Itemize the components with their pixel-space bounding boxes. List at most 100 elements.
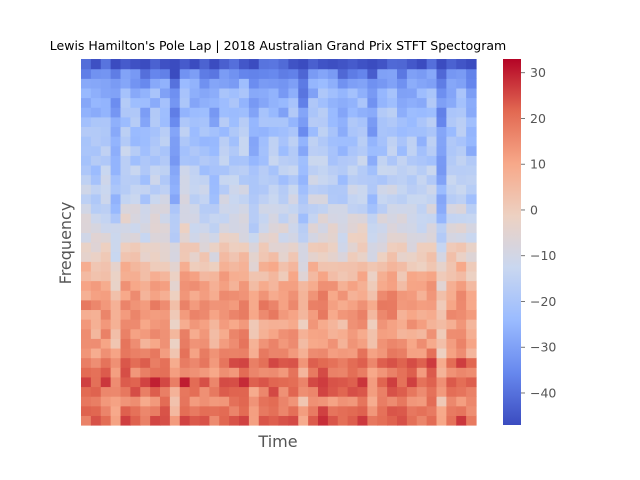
heatmap-cell: [288, 126, 299, 137]
heatmap-cell: [209, 396, 220, 407]
heatmap-cell: [268, 126, 280, 137]
heatmap-cell: [110, 319, 122, 330]
heatmap-cell: [426, 299, 438, 311]
heatmap-cell: [209, 415, 220, 426]
heatmap-cell: [219, 145, 230, 156]
heatmap-cell: [90, 59, 102, 70]
heatmap-cell: [209, 405, 220, 416]
heatmap-cell: [169, 405, 181, 416]
heatmap-cell: [278, 87, 289, 99]
heatmap-cell: [357, 126, 368, 137]
heatmap-cell: [120, 357, 131, 368]
heatmap-cell: [169, 222, 181, 233]
heatmap-cell: [140, 347, 151, 359]
heatmap-cell: [416, 270, 428, 282]
heatmap-cell: [288, 290, 299, 301]
heatmap-cell: [140, 126, 151, 137]
heatmap-cell: [229, 68, 240, 79]
heatmap-cell: [406, 232, 418, 243]
heatmap-cell: [298, 386, 309, 397]
heatmap-cell: [199, 174, 210, 185]
heatmap-cell: [100, 97, 112, 108]
heatmap-cell: [308, 328, 319, 339]
heatmap-cell: [406, 386, 418, 397]
heatmap-cell: [327, 126, 339, 137]
heatmap-cell: [466, 270, 477, 282]
heatmap-cell: [189, 213, 201, 224]
heatmap-cell: [357, 328, 368, 339]
heatmap-cell: [81, 357, 92, 368]
heatmap-cell: [308, 164, 319, 176]
heatmap-cell: [288, 68, 299, 79]
heatmap-cell: [318, 203, 329, 214]
heatmap-cell: [239, 405, 250, 416]
heatmap-cell: [248, 213, 260, 224]
heatmap-cell: [90, 405, 102, 416]
heatmap-cell: [150, 107, 161, 118]
heatmap-cell: [426, 386, 438, 397]
heatmap-cell: [258, 386, 270, 397]
heatmap-cell: [268, 107, 280, 118]
heatmap-cell: [367, 242, 378, 253]
heatmap-cell: [377, 280, 388, 291]
heatmap-cells: [81, 59, 477, 426]
heatmap-cell: [436, 193, 447, 205]
heatmap-cell: [466, 213, 477, 224]
heatmap-cell: [377, 261, 388, 272]
heatmap-cell: [466, 251, 477, 262]
heatmap-cell: [446, 145, 457, 156]
heatmap-cell: [199, 415, 210, 426]
heatmap-cell: [248, 232, 260, 243]
heatmap-cell: [268, 203, 280, 214]
heatmap-cell: [387, 415, 398, 426]
heatmap-cell: [209, 261, 220, 272]
heatmap-cell: [456, 376, 467, 388]
heatmap-cell: [318, 87, 329, 99]
heatmap-cell: [120, 290, 131, 301]
heatmap-cell: [337, 78, 349, 89]
heatmap-cell: [239, 203, 250, 214]
heatmap-cell: [288, 251, 299, 262]
heatmap-cell: [406, 251, 418, 262]
heatmap-cell: [239, 290, 250, 301]
heatmap-cell: [130, 338, 141, 349]
heatmap-cell: [456, 107, 467, 118]
heatmap-cell: [337, 376, 349, 388]
heatmap-cell: [436, 415, 447, 426]
heatmap-cell: [81, 213, 92, 224]
heatmap-cell: [229, 299, 240, 311]
heatmap-cell: [337, 338, 349, 349]
heatmap-cell: [258, 107, 270, 118]
heatmap-cell: [278, 193, 289, 205]
heatmap-cell: [367, 97, 378, 108]
heatmap-cell: [199, 78, 210, 89]
heatmap-cell: [308, 270, 319, 282]
heatmap-cell: [248, 87, 260, 99]
heatmap-cell: [456, 164, 467, 176]
heatmap-cell: [199, 386, 210, 397]
heatmap-cell: [357, 78, 368, 89]
heatmap-cell: [288, 232, 299, 243]
heatmap-cell: [219, 280, 230, 291]
heatmap-cell: [426, 328, 438, 339]
heatmap-cell: [298, 242, 309, 253]
heatmap-cell: [367, 338, 378, 349]
heatmap-cell: [327, 338, 339, 349]
heatmap-cell: [179, 405, 191, 416]
heatmap-cell: [110, 376, 122, 388]
heatmap-cell: [327, 357, 339, 368]
heatmap-cell: [288, 396, 299, 407]
heatmap-cell: [278, 116, 289, 128]
heatmap-cell: [229, 155, 240, 166]
heatmap-cell: [110, 164, 122, 176]
heatmap-cell: [357, 261, 368, 272]
heatmap-cell: [446, 270, 457, 282]
heatmap-cell: [308, 184, 319, 195]
heatmap-cell: [466, 68, 477, 79]
heatmap-cell: [199, 338, 210, 349]
heatmap-cell: [416, 319, 428, 330]
heatmap-cell: [229, 164, 240, 176]
heatmap-cell: [337, 87, 349, 99]
heatmap-cell: [298, 174, 309, 185]
heatmap-cell: [318, 319, 329, 330]
